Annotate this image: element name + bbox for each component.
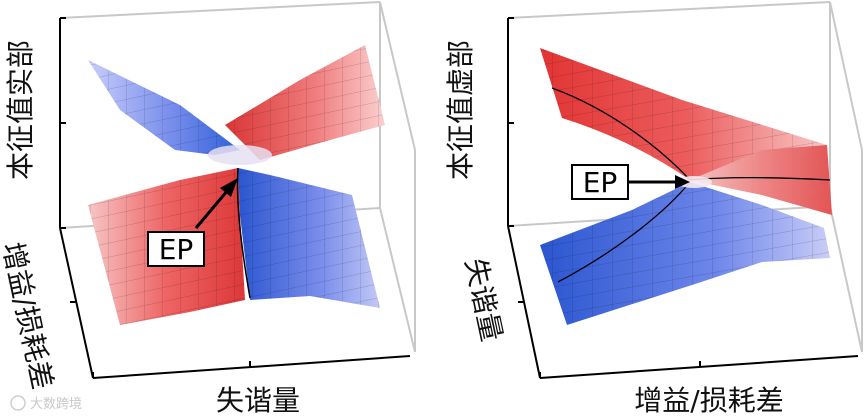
lower-branch-curve: [557, 181, 691, 283]
y-axis-label: 增益/损耗差: [0, 239, 59, 392]
panel-real-part: EP 本征值实部 增益/损耗差 失谐量 大数跨境: [0, 0, 430, 417]
plot-box-right: [507, 1, 863, 353]
ticks-right: [508, 17, 701, 378]
ep-label: EP: [159, 233, 194, 266]
x-axis-label: 增益/损耗差: [634, 384, 783, 417]
surface-upper-sheet-back: [225, 45, 385, 160]
exceptional-point-region: [676, 176, 712, 188]
imaginary-part-surface-plot: EP 本征值虚部 失谐量 增益/损耗差: [444, 1, 863, 417]
panel-imaginary-part: EP 本征值虚部 失谐量 增益/损耗差: [432, 0, 865, 417]
x-axis-label: 失谐量: [216, 384, 300, 417]
ep-callout-right: EP: [571, 164, 690, 200]
z-axis-label: 本征值实部: [4, 40, 37, 180]
surface-upper-sheet-tail: [690, 145, 832, 215]
watermark: 大数跨境: [10, 395, 82, 412]
real-part-surface-plot: EP 本征值实部 增益/损耗差 失谐量 大数跨境: [0, 1, 416, 417]
ep-callout-left: EP: [147, 178, 238, 267]
surface-lower-sheet-front: [238, 168, 380, 308]
svg-text:大数跨境: 大数跨境: [30, 397, 82, 412]
y-axis-label: 失谐量: [459, 255, 509, 344]
surface-lower-sheet-back: [88, 60, 240, 155]
exceptional-point-region: [208, 145, 272, 165]
ticks-left: [60, 17, 251, 378]
surface-lower-sheet: [540, 182, 830, 325]
z-axis-label: 本征值虚部: [444, 40, 477, 180]
ep-label: EP: [583, 166, 618, 199]
